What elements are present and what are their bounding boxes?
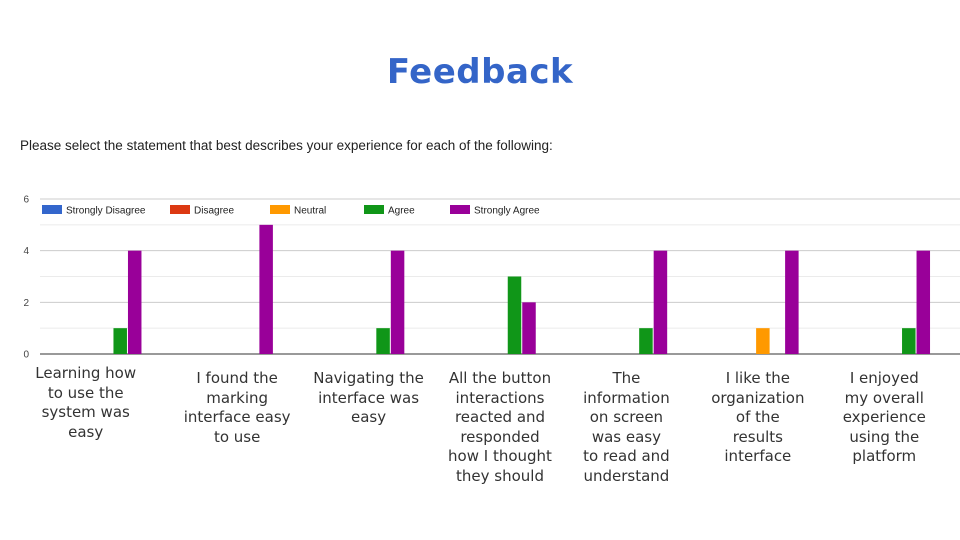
x-category-label: I enjoyed my overall experience using th… xyxy=(822,369,946,467)
legend-label: Strongly Disagree xyxy=(66,206,146,217)
legend: Strongly Disagree Disagree Neutral Agree Str… xyxy=(42,205,540,217)
bar-agree-cat-5 xyxy=(639,328,653,354)
y-tick-label: 4 xyxy=(23,246,29,257)
legend-swatch xyxy=(42,205,62,214)
bar-agree-cat-7 xyxy=(902,328,916,354)
legend-swatch xyxy=(364,205,384,214)
bar-strongly-agree-cat-1 xyxy=(128,251,142,354)
legend-label: Strongly Agree xyxy=(474,206,540,217)
legend-label: Agree xyxy=(388,206,415,217)
bar-strongly-agree-cat-4 xyxy=(522,302,536,354)
bar-agree-cat-3 xyxy=(376,328,390,354)
y-axis-ticks: 0 2 4 6 xyxy=(23,195,29,361)
bar-strongly-agree-cat-3 xyxy=(391,251,405,354)
legend-swatch xyxy=(270,205,290,214)
legend-swatch xyxy=(170,205,190,214)
bar-agree-cat-4 xyxy=(508,277,522,355)
x-category-label: I found the marking interface easy to us… xyxy=(175,369,299,447)
gridlines xyxy=(40,199,960,354)
y-tick-label: 2 xyxy=(23,298,29,309)
bar-strongly-agree-cat-5 xyxy=(654,251,668,354)
bar-strongly-agree-cat-7 xyxy=(917,251,931,354)
x-category-label: Navigating the interface was easy xyxy=(307,369,431,428)
bar-neutral-cat-6 xyxy=(756,328,770,354)
bar-agree-cat-1 xyxy=(113,328,127,354)
bar-strongly-agree-cat-2 xyxy=(259,225,273,354)
legend-label: Neutral xyxy=(294,206,326,217)
bar-strongly-agree-cat-6 xyxy=(785,251,799,354)
y-tick-label: 0 xyxy=(23,350,29,361)
x-category-label: The information on screen was easy to re… xyxy=(564,369,688,486)
bars xyxy=(113,225,930,354)
x-category-label: All the button interactions reacted and … xyxy=(438,369,562,486)
legend-label: Disagree xyxy=(194,206,234,217)
x-category-label: Learning how to use the system was easy xyxy=(24,364,148,442)
y-tick-label: 6 xyxy=(23,195,29,206)
legend-swatch xyxy=(450,205,470,214)
x-category-label: I like the organization of the results i… xyxy=(696,369,820,467)
